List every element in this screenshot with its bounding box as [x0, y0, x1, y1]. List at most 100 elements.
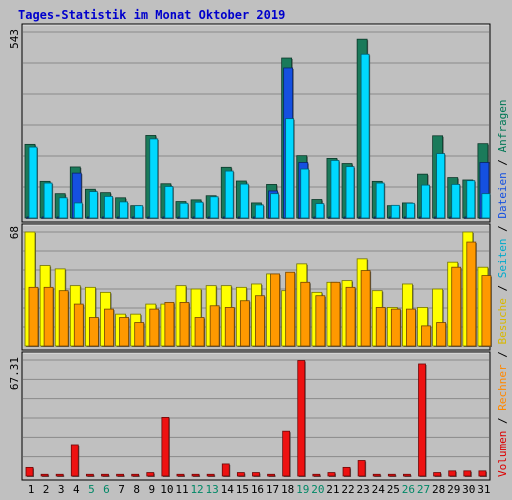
bar-rechner-day-17 [270, 273, 280, 347]
x-tick-day-20: 20 [311, 483, 324, 496]
bar-seiten-day-19 [300, 168, 310, 219]
bar-rechner-day-16 [255, 295, 265, 347]
bar-rechner-day-27 [421, 325, 431, 347]
bar-seiten-day-31 [481, 193, 491, 219]
bar-volumen-day-19 [297, 360, 306, 477]
bar-rechner-day-30 [466, 241, 477, 347]
bar-volumen-day-6 [101, 473, 109, 477]
x-tick-day-21: 21 [326, 483, 339, 496]
bar-volumen-day-13 [206, 473, 215, 477]
bar-volumen-day-23 [357, 460, 366, 477]
x-tick-day-13: 13 [206, 483, 219, 496]
bar-seiten-day-25 [390, 204, 400, 219]
x-tick-day-8: 8 [133, 483, 140, 496]
x-tick-day-1: 1 [28, 483, 35, 496]
bar-volumen-day-7 [116, 473, 124, 477]
bar-volumen-day-9 [146, 472, 155, 477]
bar-rechner-day-15 [239, 300, 250, 347]
bar-rechner-day-21 [330, 281, 341, 347]
legend-part-0: Volumen [496, 431, 509, 477]
bar-seiten-day-1 [28, 146, 38, 219]
bar-seiten-day-28 [436, 153, 446, 219]
bar-volumen-day-10 [161, 417, 170, 477]
legend-part-2: Rechner [496, 364, 509, 411]
bar-seiten-day-23 [360, 53, 370, 219]
bar-rechner-day-5 [88, 317, 99, 347]
bar-seiten-day-29 [451, 184, 461, 219]
bar-seiten-day-4 [73, 202, 83, 219]
bar-volumen-day-17 [267, 473, 275, 477]
legend-part-6: Seiten [496, 239, 509, 279]
top-panel-ymax-label: 543 [8, 29, 21, 49]
x-tick-day-2: 2 [43, 483, 50, 496]
bar-seiten-day-15 [239, 183, 249, 219]
bar-volumen-day-27 [418, 363, 426, 477]
bar-rechner-day-18 [285, 271, 296, 347]
bar-volumen-day-30 [463, 470, 472, 477]
x-tick-day-28: 28 [432, 483, 445, 496]
x-tick-day-26: 26 [402, 483, 415, 496]
bar-rechner-day-10 [164, 302, 175, 347]
x-tick-day-10: 10 [160, 483, 173, 496]
legend-part-8: Dateien [496, 172, 509, 218]
bar-volumen-day-11 [176, 473, 185, 477]
bar-seiten-day-10 [164, 186, 174, 219]
bar-volumen-day-31 [478, 470, 487, 477]
bar-rechner-day-1 [28, 286, 39, 347]
bar-rechner-day-31 [481, 275, 492, 347]
middle-panel-ymax-label: 68 [8, 226, 21, 239]
x-tick-day-5: 5 [88, 483, 95, 496]
x-tick-day-14: 14 [221, 483, 235, 496]
x-tick-day-15: 15 [236, 483, 249, 496]
bar-seiten-day-22 [345, 166, 355, 219]
bar-volumen-day-4 [70, 444, 79, 477]
legend-part-7: / [496, 219, 509, 239]
bar-volumen-day-20 [312, 473, 321, 477]
bar-seiten-day-13 [209, 196, 219, 219]
x-tick-day-23: 23 [357, 483, 370, 496]
right-series-legend: Volumen / Rechner / Besuche / Seiten / D… [496, 99, 509, 477]
bar-rechner-day-28 [436, 322, 447, 347]
bar-volumen-day-21 [327, 472, 336, 477]
bar-seiten-day-30 [466, 180, 476, 219]
legend-part-5: / [496, 278, 509, 298]
bar-rechner-day-14 [224, 307, 235, 347]
x-tick-day-18: 18 [281, 483, 294, 496]
bar-volumen-day-14 [221, 463, 230, 477]
bar-seiten-day-20 [315, 203, 325, 219]
x-tick-day-4: 4 [73, 483, 80, 496]
x-tick-day-9: 9 [148, 483, 155, 496]
x-tick-day-11: 11 [175, 483, 188, 496]
x-tick-day-29: 29 [447, 483, 460, 496]
bar-volumen-day-18 [282, 430, 291, 477]
bar-volumen-day-26 [403, 473, 411, 477]
plot-frame [21, 23, 491, 223]
legend-part-10: Anfragen [496, 99, 509, 152]
x-tick-day-31: 31 [477, 483, 490, 496]
bar-volumen-day-2 [40, 473, 49, 477]
x-tick-day-30: 30 [462, 483, 475, 496]
bar-rechner-day-23 [360, 270, 371, 347]
bar-volumen-day-1 [25, 466, 34, 477]
bar-seiten-day-2 [43, 182, 53, 219]
legend-part-1: / [496, 411, 509, 431]
bar-seiten-day-26 [406, 202, 415, 219]
x-tick-day-3: 3 [58, 483, 65, 496]
x-axis-day-labels: 1 2 3 4 5 6 7 8 9 10 11 12 13 14 15 16 17 18 19 20 21 22 23 24 2… [28, 483, 491, 496]
bar-volumen-day-8 [131, 473, 140, 477]
bar-rechner-day-19 [300, 281, 311, 347]
bar-seiten-day-18 [285, 118, 295, 219]
bar-volumen-day-25 [387, 473, 396, 477]
bar-seiten-day-17 [270, 193, 279, 219]
bar-seiten-day-6 [104, 196, 113, 219]
x-tick-day-7: 7 [118, 483, 125, 496]
bar-rechner-day-6 [104, 308, 114, 347]
chart-title: Tages-Statistik im Monat Oktober 2019 [18, 8, 285, 22]
bar-seiten-day-27 [421, 184, 430, 219]
bar-rechner-day-4 [73, 303, 84, 347]
bar-volumen-day-29 [448, 470, 457, 477]
bar-volumen-day-12 [191, 473, 200, 477]
bar-rechner-day-20 [315, 295, 326, 347]
bar-seiten-day-14 [224, 170, 234, 219]
bar-seiten-day-21 [330, 160, 340, 219]
